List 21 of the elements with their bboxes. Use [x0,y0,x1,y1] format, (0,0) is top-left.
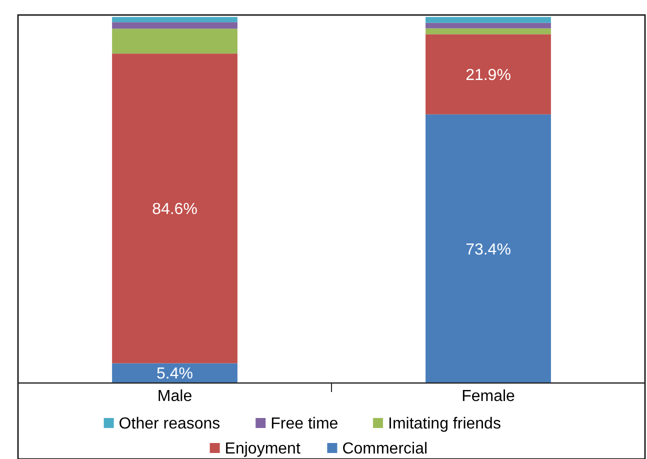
legend-label: Enjoyment [224,440,301,458]
bar [112,54,238,364]
bar [426,17,551,23]
data-label: 21.9% [466,66,511,84]
legend-label: Imitating friends [388,416,501,433]
x-tick-label: Male [157,388,192,405]
bar [426,22,551,28]
bar [426,28,551,34]
legend-label: Commercial [342,440,428,458]
legend-label: Free time [270,416,338,433]
bar [426,114,551,383]
bar [112,28,238,54]
x-tick-label: Female [462,388,516,405]
bar [112,22,238,29]
legend-label: Other reasons [118,416,220,433]
bar [426,34,551,114]
data-label: 84.6% [152,201,198,218]
bar [112,17,238,22]
bar [112,363,238,383]
data-label: 5.4% [156,366,193,383]
data-label: 73.4% [466,241,511,258]
